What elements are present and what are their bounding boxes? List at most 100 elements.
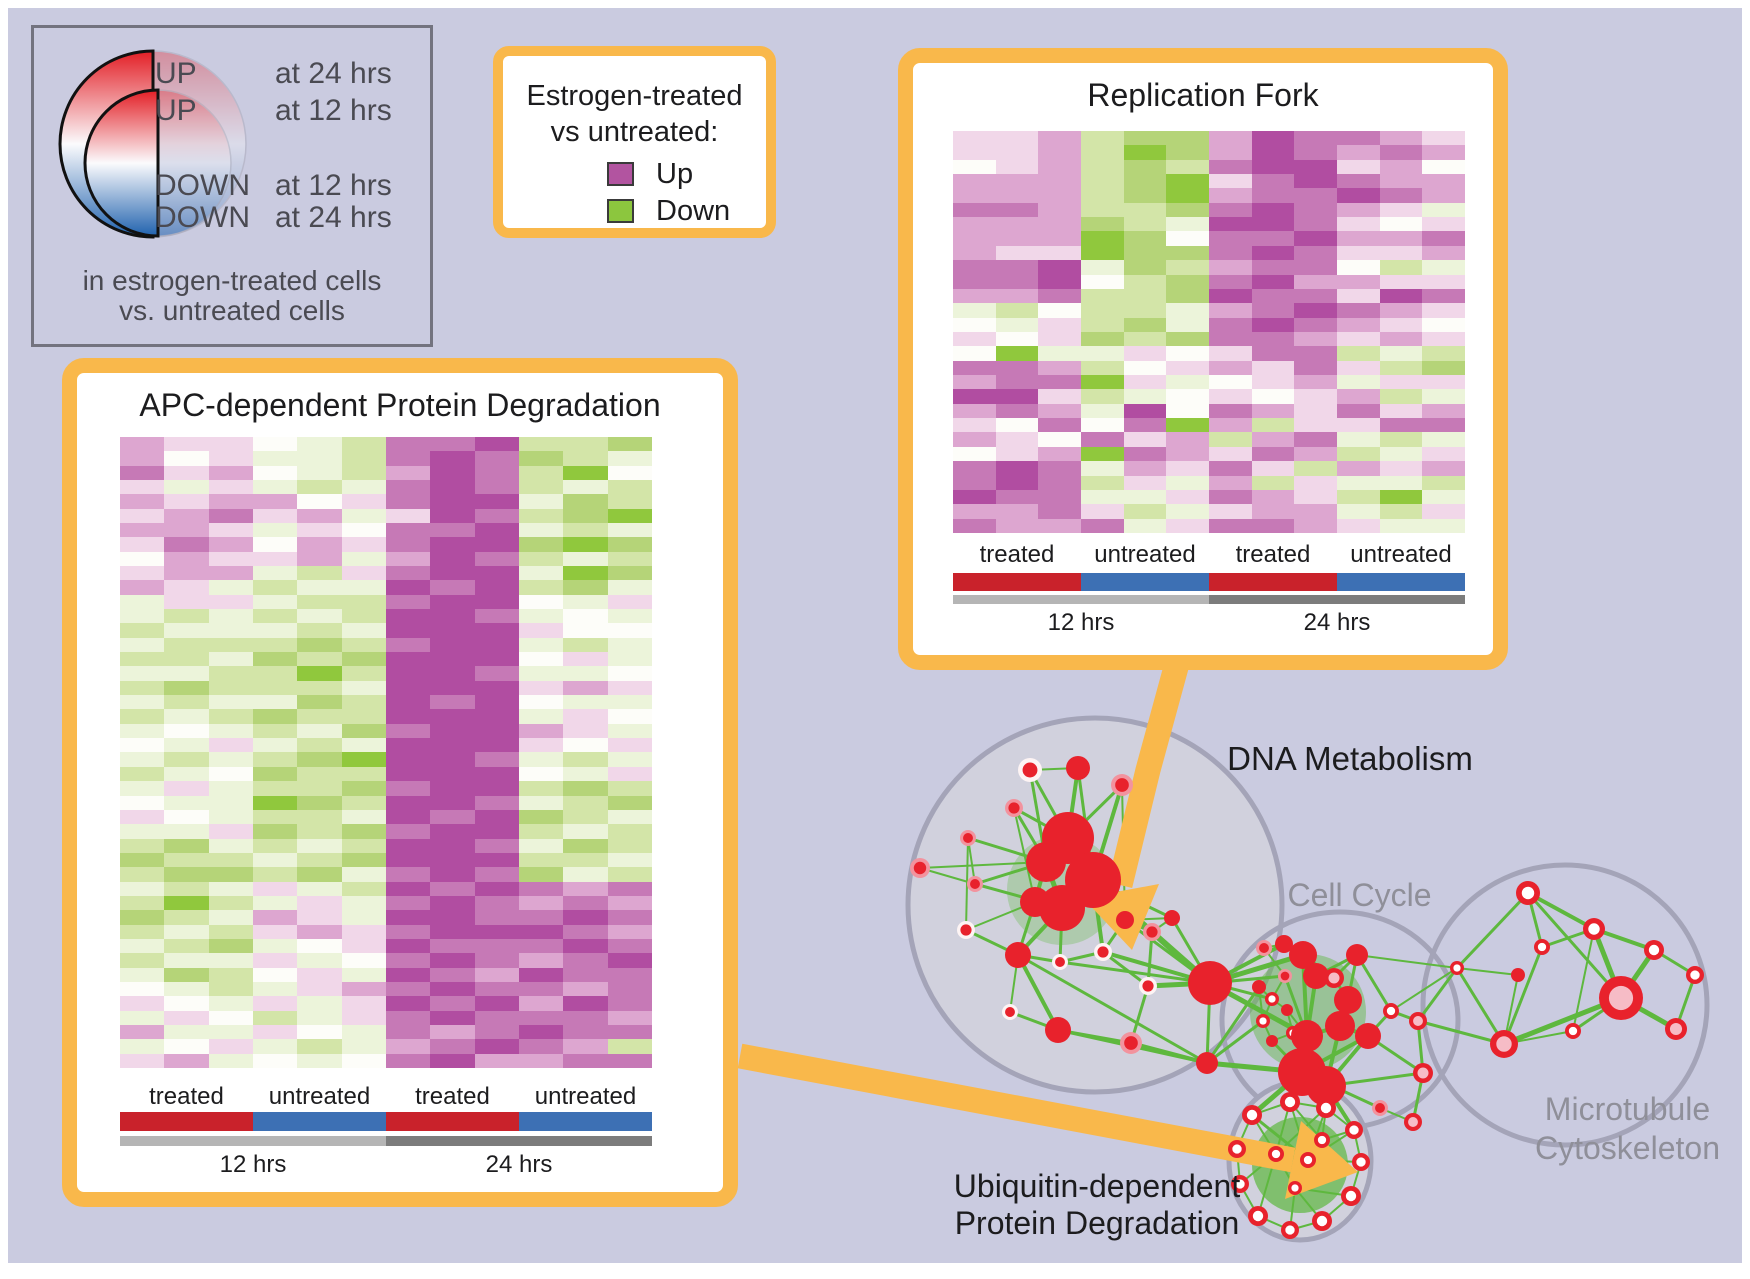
heatmap-cell <box>1379 504 1423 519</box>
heatmap-cell <box>208 938 253 954</box>
network-node <box>1259 1017 1267 1025</box>
heatmap-cell <box>518 967 564 982</box>
legend-word-up-24: UP <box>155 57 197 90</box>
network-node <box>1039 885 1085 931</box>
heatmap-cell <box>297 938 342 954</box>
heatmap-cell <box>297 867 342 882</box>
network-node <box>1285 1225 1295 1235</box>
heatmap-cell <box>953 231 996 246</box>
heatmap-cell <box>1081 403 1124 419</box>
heatmap-cell <box>208 723 253 739</box>
heatmap-cell <box>995 518 1039 533</box>
heatmap-cell <box>1166 231 1209 246</box>
heatmap-cell <box>385 910 431 925</box>
heatmap-cell <box>385 895 431 911</box>
heatmap-cell <box>1294 461 1337 476</box>
heatmap-cell <box>1251 260 1295 275</box>
heatmap-cell <box>297 508 342 524</box>
network-node <box>1008 802 1020 814</box>
network-node <box>1320 1102 1332 1114</box>
heatmap-cell <box>1251 346 1295 361</box>
heatmap-cell <box>1123 475 1167 490</box>
heatmap-cell <box>208 967 253 982</box>
heatmap-cell <box>474 752 519 767</box>
heatmap-cell <box>430 881 475 896</box>
heatmap-cell <box>1209 274 1252 289</box>
heatmap-cell <box>164 451 209 466</box>
heatmap-cell <box>1337 260 1380 275</box>
heatmap-cell <box>252 867 298 882</box>
heatmap-cell <box>208 881 253 896</box>
network-node <box>1196 1052 1218 1074</box>
heatmap-cell <box>1422 303 1465 318</box>
heatmap-cell <box>474 480 519 495</box>
heatmap-cell <box>164 666 209 681</box>
heatmap-cell <box>385 437 431 452</box>
heatmap-cell <box>518 938 564 954</box>
heatmap-cell <box>297 809 342 825</box>
heatmap-cell <box>563 1039 608 1054</box>
heatmap-cell <box>1123 389 1167 404</box>
legend-word-down-24: DOWN <box>155 201 250 234</box>
hours-label: 24 hrs <box>1303 609 1371 636</box>
heatmap-cell <box>1166 489 1209 505</box>
heatmap-cell <box>120 852 165 868</box>
heatmap-cell <box>1422 174 1465 189</box>
heatmap-cell <box>341 1039 386 1054</box>
heatmap-cell <box>518 623 564 638</box>
heatmap-cell <box>430 766 475 782</box>
heatmap-cell <box>518 1024 564 1040</box>
heatmap-cell <box>518 910 564 925</box>
heatmap-cell <box>1422 403 1465 419</box>
heatmap-cell <box>563 738 608 753</box>
heatmap-cell <box>1123 288 1167 304</box>
heatmap-cell <box>208 551 253 567</box>
heatmap-cell <box>341 781 386 796</box>
heatmap-cell <box>1209 403 1252 419</box>
heatmap-cell <box>252 480 298 495</box>
heatmap-cell <box>474 609 519 624</box>
group-label: treated <box>1235 541 1311 568</box>
heatmap-cell <box>518 953 564 968</box>
heatmap-cell <box>607 723 652 739</box>
heatmap-cell <box>518 652 564 667</box>
apc-time-labels: 12 hrs 24 hrs <box>120 1151 652 1179</box>
heatmap-cell <box>607 852 652 868</box>
heatmap-cell <box>563 680 608 696</box>
heatmap-cell <box>1294 446 1337 462</box>
heatmap-cell <box>208 523 253 538</box>
panel-replication-fork: Replication Fork treated untreated treated… <box>898 48 1508 670</box>
heatmap-cell <box>385 752 431 767</box>
network-edge <box>1016 954 1060 1031</box>
heatmap-cell <box>1251 504 1295 519</box>
heatmap-cell <box>1038 303 1081 318</box>
heatmap-cell <box>341 652 386 667</box>
heatmap-cell <box>341 838 386 853</box>
heatmap-cell <box>1166 159 1209 175</box>
heatmap-cell <box>430 738 475 753</box>
heatmap-cell <box>563 781 608 796</box>
heatmap-cell <box>341 996 386 1011</box>
heatmap-cell <box>563 465 608 481</box>
heatmap-cell <box>164 781 209 796</box>
heatmap-cell <box>120 594 165 610</box>
network-node <box>1328 972 1340 984</box>
heatmap-cell <box>430 523 475 538</box>
heatmap-cell <box>385 824 431 839</box>
heatmap-cell <box>120 924 165 939</box>
heatmap-cell <box>953 188 996 203</box>
heatmap-cell <box>1038 504 1081 519</box>
heatmap-cell <box>430 695 475 710</box>
network-node <box>1316 1215 1328 1227</box>
heatmap-cell <box>252 551 298 567</box>
heatmap-cell <box>1081 375 1124 390</box>
heatmap-cell <box>1337 346 1380 361</box>
heatmap-cell <box>607 738 652 753</box>
network-node <box>1291 1184 1299 1192</box>
heatmap-cell <box>474 680 519 696</box>
network-cluster-label-microtubule-cytoskeleton: Microtubule Cytoskeleton <box>1495 1090 1750 1168</box>
heatmap-cell <box>607 623 652 638</box>
heatmap-cell <box>1209 360 1252 376</box>
heatmap-cell <box>164 953 209 968</box>
